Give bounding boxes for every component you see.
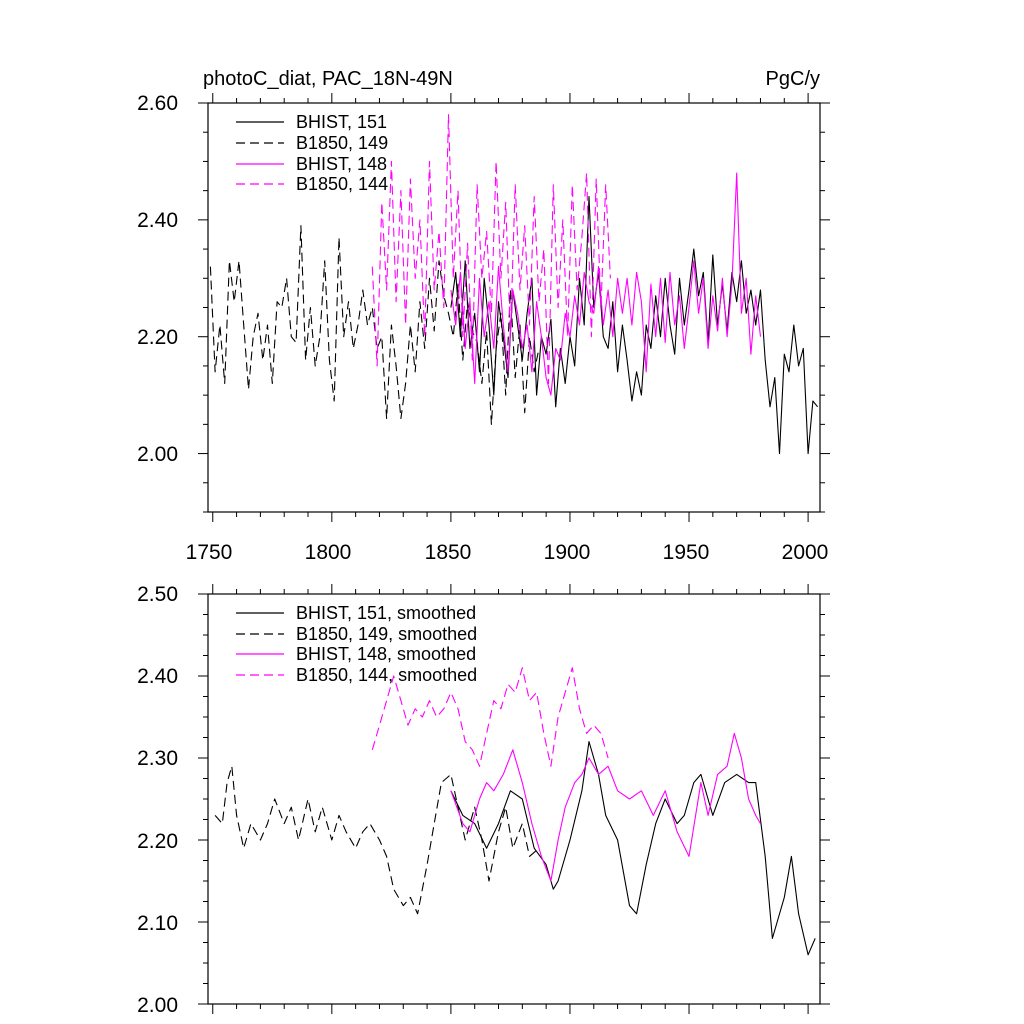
legend-label: B1850, 149, smoothed: [296, 624, 477, 644]
series-line: [209, 225, 540, 425]
series-line: [371, 667, 609, 767]
y-tick-label: 2.30: [137, 747, 178, 770]
bottom-chart: 2.50 2.40 2.30 2.20 2.10 2.00 BHIST, 151…: [137, 583, 830, 1017]
y-tick-label: 2.00: [137, 443, 178, 466]
legend-label: B1850, 149: [296, 133, 388, 153]
series-line: [450, 741, 816, 956]
legend-label: B1850, 144: [296, 174, 388, 194]
series-line: [214, 765, 540, 915]
bottom-y-tick-labels: 2.50 2.40 2.30 2.20 2.10 2.00: [137, 583, 178, 1017]
top-y-tick-labels: 2.60 2.40 2.20 2.00: [137, 92, 178, 466]
x-tick-label: 1950: [663, 541, 710, 564]
y-tick-label: 2.20: [137, 326, 178, 349]
y-tick-label: 2.00: [137, 994, 178, 1017]
legend-label: BHIST, 148, smoothed: [296, 644, 476, 664]
top-legend: BHIST, 151 B1850, 149 BHIST, 148 B1850, …: [236, 112, 388, 194]
chart-title: photoC_diat, PAC_18N-49N: [203, 68, 453, 90]
units-label: PgC/y: [766, 68, 820, 90]
series-line: [371, 114, 611, 385]
x-tick-labels: 1750 1800 1850 1900 1950 2000: [186, 541, 829, 564]
top-plot-area: [198, 93, 830, 522]
x-tick-label: 2000: [782, 541, 829, 564]
legend-label: BHIST, 151: [296, 112, 387, 132]
x-tick-label: 1800: [305, 541, 352, 564]
x-tick-label: 1900: [544, 541, 591, 564]
top-chart: photoC_diat, PAC_18N-49N PgC/y 2.60 2.40…: [137, 68, 830, 564]
y-tick-label: 2.20: [137, 830, 178, 853]
series-line: [450, 195, 819, 455]
x-tick-label: 1750: [186, 541, 233, 564]
y-tick-label: 2.60: [137, 92, 178, 115]
series-line: [450, 732, 761, 882]
x-tick-label: 1850: [425, 541, 472, 564]
y-tick-label: 2.10: [137, 912, 178, 935]
y-tick-label: 2.40: [137, 665, 178, 688]
y-tick-label: 2.40: [137, 209, 178, 232]
legend-label: B1850, 144, smoothed: [296, 665, 477, 685]
series-line: [450, 172, 762, 396]
legend-label: BHIST, 151, smoothed: [296, 603, 476, 623]
y-tick-label: 2.50: [137, 583, 178, 606]
bottom-legend: BHIST, 151, smoothed B1850, 149, smoothe…: [236, 603, 477, 685]
bottom-plot-area: [198, 584, 830, 1014]
legend-label: BHIST, 148: [296, 154, 387, 174]
